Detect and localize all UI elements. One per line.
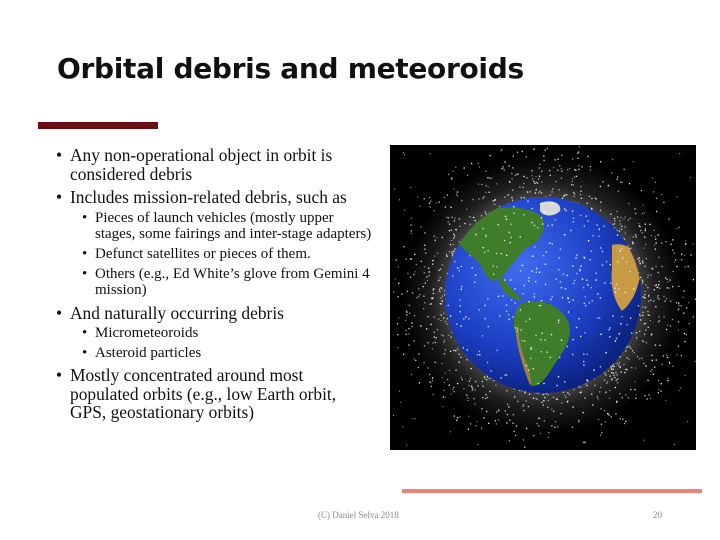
south-america <box>513 301 570 386</box>
bullet-item: And naturally occurring debris Micromete… <box>56 302 376 362</box>
sub-bullet-item: Defunct satellites or pieces of them. <box>82 246 376 262</box>
earth-debris-image <box>390 145 696 450</box>
accent-bar <box>402 489 702 493</box>
bullet-item: Includes mission-related debris, such as… <box>56 188 376 299</box>
page-number: 20 <box>653 510 662 520</box>
bullet-item: Any non-operational object in orbit is c… <box>56 146 376 183</box>
slide-title: Orbital debris and meteoroids <box>57 52 524 85</box>
bullet-item: Mostly concentrated around most populate… <box>56 366 376 422</box>
north-america <box>455 207 545 281</box>
footer-credit: (C) Daniel Selva 2018 <box>318 510 399 520</box>
bullet-text: Any non-operational object in orbit is c… <box>70 145 333 184</box>
title-rule <box>38 122 158 129</box>
sub-bullet-item: Others (e.g., Ed White’s glove from Gemi… <box>82 266 376 298</box>
sub-bullet-item: Micrometeoroids <box>82 325 376 341</box>
andes <box>516 315 531 385</box>
sub-bullet-list: Pieces of launch vehicles (mostly upper … <box>82 210 376 299</box>
sub-bullet-item: Asteroid particles <box>82 345 376 361</box>
bullet-text: Includes mission-related debris, such as <box>70 187 347 207</box>
sub-bullet-list: Micrometeoroids Asteroid particles <box>82 325 376 362</box>
debris-cloud <box>393 146 696 448</box>
central-america <box>499 277 522 301</box>
africa <box>611 244 640 311</box>
bullet-list: Any non-operational object in orbit is c… <box>56 146 376 427</box>
bullet-text: Mostly concentrated around most populate… <box>70 365 337 423</box>
sub-bullet-item: Pieces of launch vehicles (mostly upper … <box>82 210 376 242</box>
debris-front <box>447 200 640 387</box>
bullet-text: And naturally occurring debris <box>70 302 284 323</box>
continents <box>455 201 640 386</box>
